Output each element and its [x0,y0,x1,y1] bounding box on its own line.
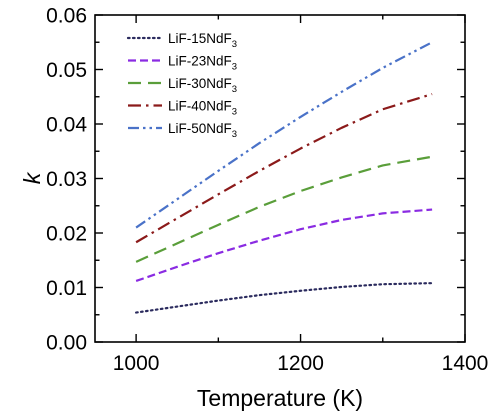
y-tick-label: 0.06 [46,5,87,28]
series-line-5 [135,41,433,229]
y-axis-title: k [19,171,45,184]
y-tick-label: 0.04 [46,114,87,137]
y-tick-label: 0.01 [46,277,87,300]
legend-label-main: LiF-23NdF [168,54,232,69]
legend-label-5: LiF-50NdF3 [168,121,237,140]
legend-label-main: LiF-40NdF [168,99,232,114]
legend-label-3: LiF-30NdF3 [168,76,237,95]
y-tick-label: 0.02 [46,223,87,246]
x-tick-label: 1000 [113,352,160,375]
series-layer [135,41,434,314]
legend-label-subscript: 3 [232,107,237,118]
y-tick-label: 0.03 [46,168,87,191]
series-line-4 [135,92,433,244]
legend-label-main: LiF-15NdF [168,31,232,46]
legend-label-subscript: 3 [232,84,237,95]
legend-label-1: LiF-15NdF3 [168,31,237,50]
legend-label-main: LiF-30NdF [168,76,232,91]
legend-label-subscript: 3 [232,39,237,50]
series-line-1 [135,282,434,314]
series-line-2 [135,208,433,282]
legend-label-main: LiF-50NdF [168,121,232,136]
legend-label-2: LiF-23NdF3 [168,54,237,73]
axis-layer: 1000 1200 1400 0.00 0.01 0.02 0.03 0.04 0.05 0.06 [46,5,488,376]
legend-label-subscript: 3 [232,129,237,140]
x-tick-label: 1400 [442,352,489,375]
y-tick-label: 0.00 [46,332,87,355]
y-tick-label: 0.05 [46,59,87,82]
series-line-3 [135,155,433,263]
legend: LiF-15NdF3LiF-23NdF3LiF-30NdF3LiF-40NdF3… [126,31,237,140]
legend-label-subscript: 3 [232,62,237,73]
legend-label-4: LiF-40NdF3 [168,99,237,118]
x-tick-label: 1200 [277,352,324,375]
x-axis-title: Temperature (K) [197,385,363,411]
